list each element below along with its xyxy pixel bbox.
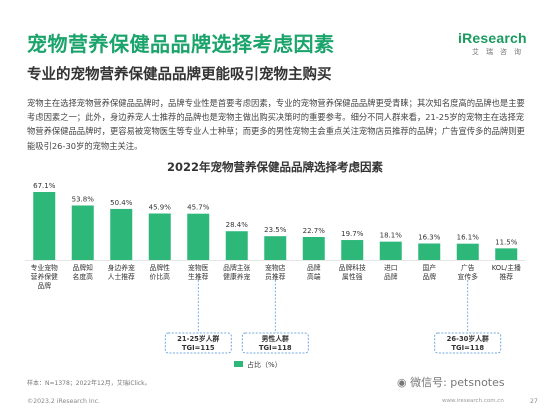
category-label: 品牌性 [150, 263, 171, 272]
category-label: 宣传多 [458, 272, 479, 281]
callout-tgi-label: TGI=118 [259, 344, 292, 352]
bar [379, 241, 402, 260]
category-label: 营养保健 [31, 272, 58, 281]
callout-tgi-label: TGI=115 [182, 344, 215, 352]
page-number: 27 [530, 398, 538, 405]
category-label: 品牌科技 [339, 263, 366, 272]
logo-cn-text: 艾瑞咨询 [472, 48, 528, 56]
category-label: 品牌 [384, 272, 398, 281]
bar-value-label: 16.3% [418, 233, 441, 241]
category-label: 宠物医 [188, 263, 209, 272]
category-label: 品牌 [37, 281, 51, 290]
logo-text: iResearch [458, 30, 527, 46]
iresearch-logo: iResearch 艾瑞咨询 [458, 30, 530, 57]
category-label: 推荐 [499, 272, 513, 281]
bar-value-label: 11.5% [495, 238, 518, 246]
category-label: 品牌 [422, 272, 436, 281]
category-label: 国产 [422, 263, 436, 272]
callout-box [241, 332, 309, 354]
bar [148, 213, 171, 260]
callout-box [434, 332, 502, 354]
chart-title: 2022年宠物营养保健品品牌选择考虑因素 [167, 160, 384, 174]
category-label: 人士推荐 [108, 272, 135, 281]
bar [33, 192, 56, 260]
bar-value-label: 67.1% [33, 182, 56, 190]
bar-value-label: 19.7% [341, 230, 364, 238]
callout-group-label: 男性人群 [261, 334, 289, 343]
bar [341, 240, 364, 260]
bar-value-label: 16.1% [457, 234, 480, 242]
bar-value-label: 28.4% [226, 221, 249, 229]
bar [110, 208, 133, 260]
bar [302, 236, 325, 260]
bar [71, 205, 94, 260]
website-url: www.iresearch.com.cn [442, 398, 504, 404]
category-label: 健康养宠 [223, 272, 250, 281]
bar-value-label: 23.5% [264, 226, 287, 234]
page-title: 宠物营养保健品品牌选择考虑因素 [27, 32, 335, 56]
bar-chart: 2022年宠物营养保健品品牌选择考虑因素 67.1%专业宠物营养保健品牌53.8… [25, 160, 526, 369]
legend-label: 占比（%） [247, 360, 282, 369]
copyright: ©2023.2 iResearch Inc. [27, 398, 100, 405]
wechat-icon: ◉ [397, 376, 407, 389]
category-label: 生推荐 [188, 272, 209, 281]
category-label: 员推荐 [265, 272, 286, 281]
callout-group-label: 21-25岁人群 [177, 334, 219, 343]
bar-value-label: 45.9% [149, 203, 172, 211]
bar-value-label: 18.1% [380, 232, 403, 240]
category-label: 身边养宠 [108, 263, 135, 272]
bar-value-label: 22.7% [303, 227, 326, 235]
source-note: 样本：N=1378；2022年12月，艾瑞iClick。 [27, 380, 151, 387]
category-label: 品牌 [307, 263, 321, 272]
legend-swatch [234, 361, 243, 367]
wechat-watermark: ◉ 微信号: petsnotes [397, 374, 505, 390]
callout-tgi-label: TGI=118 [451, 344, 484, 352]
category-label: 专业宠物 [31, 263, 58, 272]
watermark-text: 微信号: petsnotes [410, 376, 505, 389]
summary-paragraph: 宠物主在选择宠物营养保健品品牌时，品牌专业性是首要考虑因素，专业的宠物营养保健品… [27, 98, 525, 151]
bar-value-label: 50.4% [110, 199, 133, 207]
bar [456, 243, 479, 260]
callout-group-label: 26-30岁人群 [447, 334, 489, 343]
category-label: 价比高 [150, 272, 171, 281]
bar-value-label: 45.7% [187, 204, 210, 212]
page-subtitle: 专业的宠物营养保健品品牌更能吸引宠物主购买 [27, 67, 332, 83]
bar-value-label: 53.8% [72, 195, 95, 203]
callout-box [164, 332, 232, 354]
bar [418, 243, 441, 260]
category-label: KOL/主播 [492, 263, 521, 272]
bar [495, 248, 518, 260]
category-label: 广告 [461, 263, 475, 272]
category-label: 属性强 [342, 272, 363, 281]
category-label: 名度高 [73, 272, 94, 281]
category-label: 高端 [307, 272, 321, 281]
bar [187, 213, 210, 260]
category-label: 宠物店 [265, 263, 286, 272]
category-label: 品牌知 [73, 263, 94, 272]
category-label: 进口 [384, 264, 398, 272]
bar [225, 231, 248, 260]
category-label: 品牌主张 [223, 263, 250, 272]
bar [264, 236, 287, 260]
